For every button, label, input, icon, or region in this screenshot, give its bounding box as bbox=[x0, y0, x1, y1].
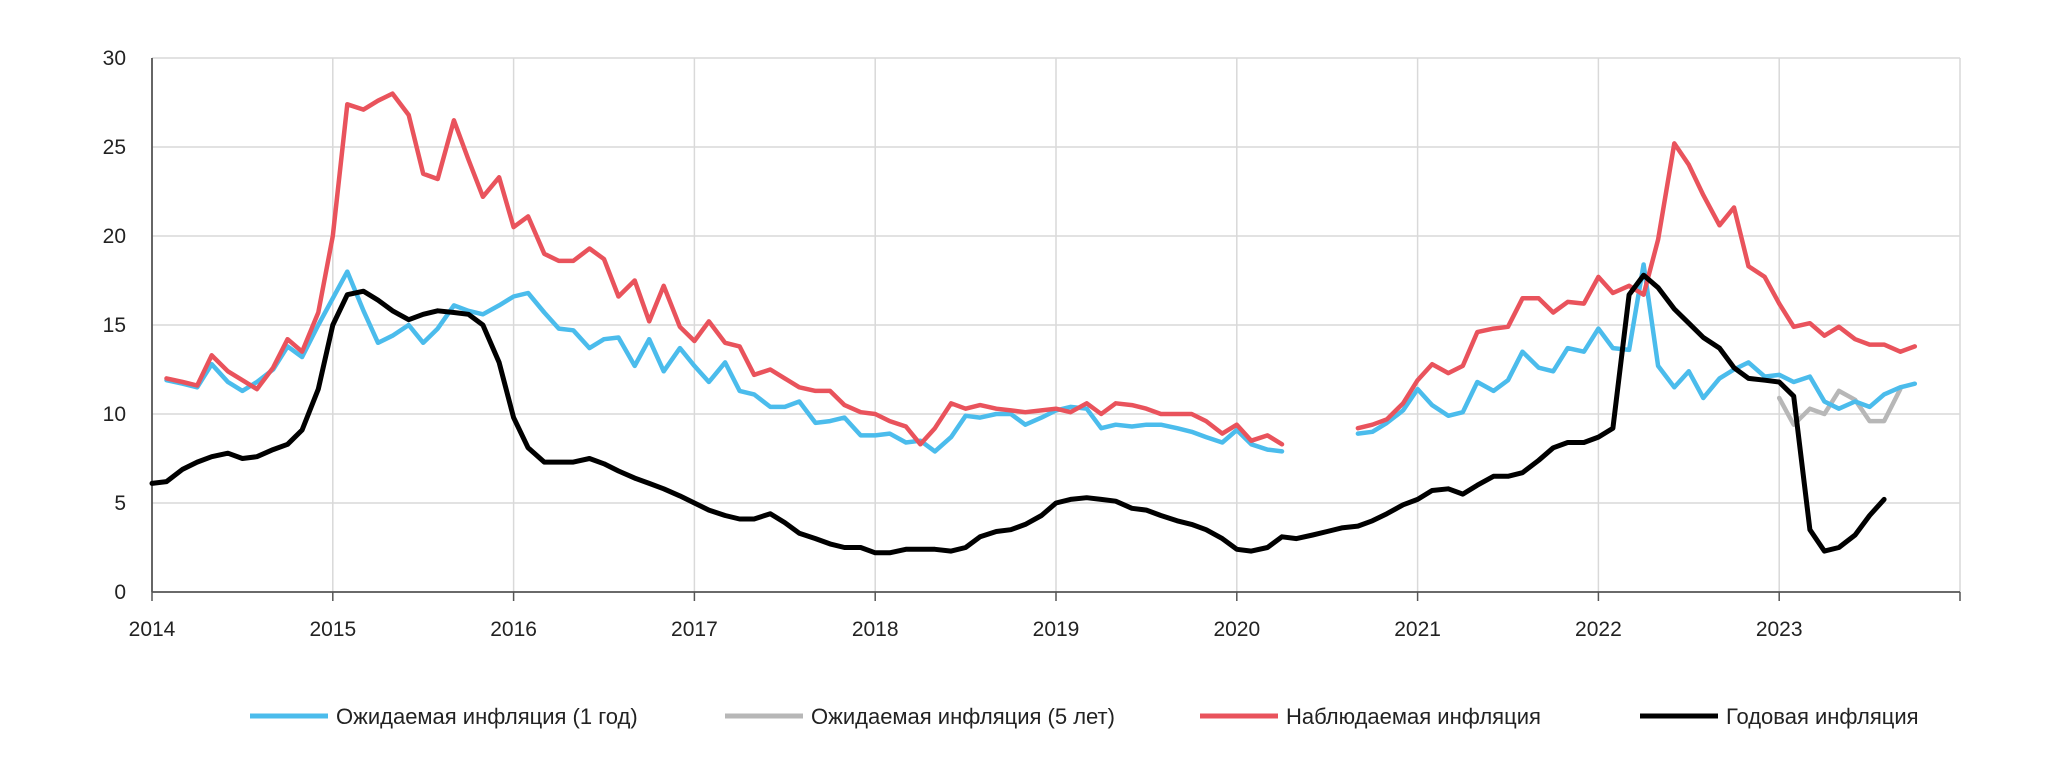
x-tick-label: 2020 bbox=[1213, 618, 1260, 641]
y-tick-label: 15 bbox=[103, 314, 126, 337]
x-tick-label: 2022 bbox=[1575, 618, 1622, 641]
legend-label-2: Наблюдаемая инфляция bbox=[1286, 704, 1541, 729]
legend-label-0: Ожидаемая инфляция (1 год) bbox=[336, 704, 638, 729]
x-tick-label: 2017 bbox=[671, 618, 718, 641]
y-axis-tick-labels: 0 5 10 15 20 25 30 bbox=[103, 47, 126, 604]
x-tick-label: 2023 bbox=[1756, 618, 1803, 641]
series-line-1 bbox=[1776, 386, 1903, 427]
x-axis-tick-labels: 2014 2015 2016 2017 2018 2019 2020 2021 2022 2023 bbox=[129, 618, 1803, 641]
legend-label-1: Ожидаемая инфляция (5 лет) bbox=[811, 704, 1115, 729]
y-tick-label: 20 bbox=[103, 225, 126, 248]
legend: Ожидаемая инфляция (1 год) Ожидаемая инфл… bbox=[250, 704, 1919, 729]
series-line-0 bbox=[164, 262, 1918, 454]
y-tick-label: 5 bbox=[114, 492, 126, 515]
x-tick-label: 2014 bbox=[129, 618, 176, 641]
axes bbox=[151, 58, 1961, 601]
y-tick-label: 10 bbox=[103, 403, 126, 426]
x-tick-label: 2021 bbox=[1394, 618, 1441, 641]
legend-label-3: Годовая инфляция bbox=[1726, 704, 1919, 729]
x-tick-label: 2019 bbox=[1033, 618, 1080, 641]
x-tick-label: 2015 bbox=[309, 618, 356, 641]
series-line-2 bbox=[164, 91, 1918, 447]
y-tick-label: 0 bbox=[114, 581, 126, 604]
x-tick-label: 2016 bbox=[490, 618, 537, 641]
x-tick-label: 2018 bbox=[852, 618, 899, 641]
series-lines bbox=[149, 91, 1918, 556]
y-tick-label: 30 bbox=[103, 47, 126, 70]
series-line-3 bbox=[149, 272, 1887, 556]
y-tick-label: 25 bbox=[103, 136, 126, 159]
grid-lines bbox=[152, 57, 1961, 592]
